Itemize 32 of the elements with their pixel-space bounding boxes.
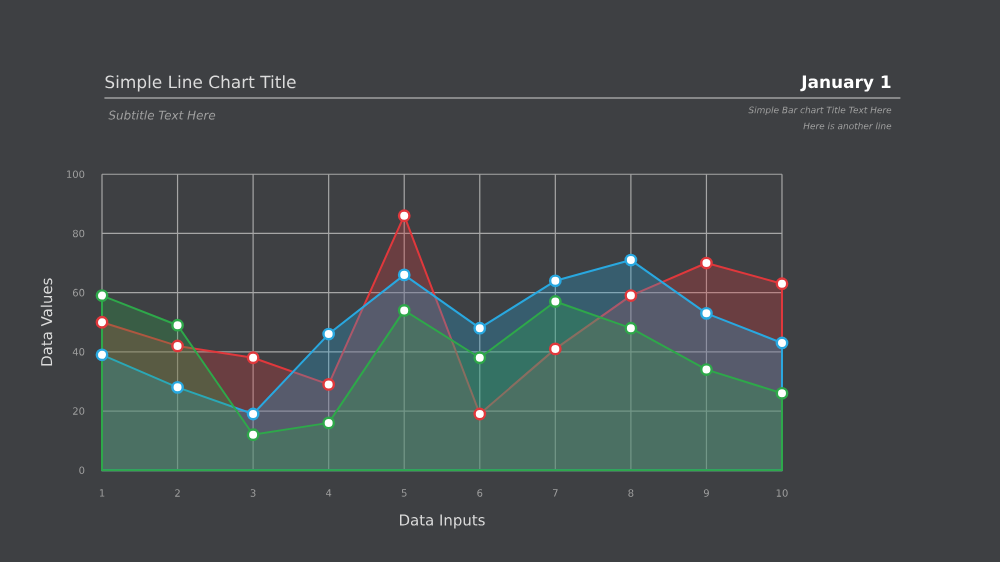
text: January 1 <box>800 75 891 92</box>
point <box>775 386 789 400</box>
point <box>246 428 260 442</box>
point <box>95 315 109 329</box>
point <box>548 274 562 288</box>
chart-title: Simple Line Chart Title <box>105 75 296 92</box>
point <box>700 363 713 376</box>
point <box>171 339 184 353</box>
point <box>171 318 184 332</box>
point <box>775 277 789 291</box>
point <box>473 407 487 421</box>
point <box>624 253 638 267</box>
point <box>775 336 789 350</box>
point <box>95 289 109 302</box>
point <box>548 295 562 308</box>
point <box>246 351 260 365</box>
point <box>322 327 336 341</box>
point <box>397 304 411 317</box>
point <box>397 209 411 223</box>
point <box>624 289 638 302</box>
point <box>322 378 336 391</box>
point <box>246 407 260 421</box>
point <box>624 321 638 335</box>
point <box>473 321 487 335</box>
point <box>171 380 184 394</box>
point <box>397 268 411 282</box>
point <box>473 351 487 365</box>
point <box>548 342 562 356</box>
point <box>95 348 109 362</box>
point <box>700 256 713 270</box>
point <box>322 416 336 430</box>
point <box>700 306 713 320</box>
